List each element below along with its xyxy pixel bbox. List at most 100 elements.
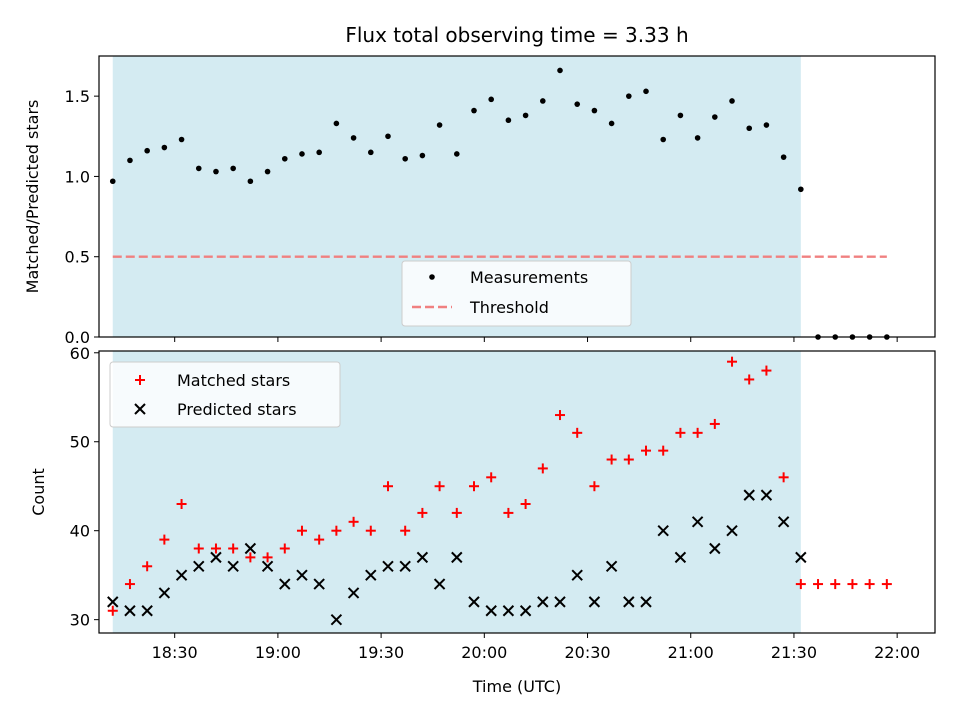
- chart-title: Flux total observing time = 3.33 h: [345, 23, 688, 47]
- legend-label-threshold: Threshold: [469, 298, 549, 317]
- measurement-point: [350, 135, 357, 141]
- y-tick-label: 30: [70, 611, 90, 630]
- legend-label-predicted: Predicted stars: [177, 400, 297, 419]
- legend-predicted-marker: [134, 403, 146, 415]
- predicted-star-point: [158, 587, 171, 599]
- predicted-star-point: [640, 596, 652, 608]
- measurement-point: [453, 151, 460, 157]
- matched-star-point: [589, 481, 600, 492]
- matched-star-point: [124, 579, 135, 590]
- predicted-star-point: [261, 560, 274, 572]
- top-panel: 0.0 0.5 1.0 1.5 Matched/Predicted stars Mea…: [23, 55, 936, 347]
- measurement-point: [109, 178, 116, 185]
- predicted-star-point: [365, 569, 377, 581]
- measurement-point: [746, 125, 753, 132]
- measurement-point: [144, 147, 150, 154]
- bottom-y-axis-label: Count: [29, 468, 48, 516]
- measurement-point: [522, 112, 529, 119]
- predicted-star-point: [124, 605, 136, 617]
- legend-box: [401, 260, 632, 327]
- predicted-star-point: [175, 569, 188, 581]
- y-tick-label: 1.5: [65, 87, 90, 106]
- bottom-y-ticks: 30 40 50 60: [70, 344, 99, 630]
- y-tick-label: 0.5: [65, 248, 90, 267]
- measurement-point: [385, 133, 391, 140]
- measurement-point: [419, 152, 426, 159]
- matched-star-point: [761, 365, 772, 376]
- x-tick-label: 19:30: [358, 643, 404, 662]
- measurement-point: [643, 88, 649, 95]
- matched-star-point: [400, 525, 411, 536]
- measurement-point: [591, 107, 598, 114]
- x-tick-label: 20:00: [461, 643, 507, 662]
- x-tick-label: 22:00: [874, 643, 920, 662]
- measurement-point: [694, 135, 701, 141]
- matched-star-point: [503, 507, 514, 518]
- predicted-star-point: [296, 569, 308, 581]
- y-tick-label: 50: [70, 433, 90, 452]
- matched-star-point: [434, 481, 445, 492]
- predicted-star-point: [502, 605, 515, 617]
- predicted-star-point: [743, 489, 755, 501]
- matched-star-point: [830, 579, 841, 590]
- predicted-star-point: [382, 560, 394, 572]
- top-marks: [109, 67, 890, 340]
- matched-star-point: [193, 543, 204, 554]
- measurement-point: [540, 98, 546, 104]
- measurement-point: [247, 178, 254, 185]
- legend-measurement-marker: [429, 274, 435, 280]
- predicted-star-point: [726, 524, 738, 537]
- matched-star-point: [727, 356, 738, 367]
- bottom-legend: Matched stars Predicted stars: [109, 361, 341, 428]
- predicted-star-point: [313, 578, 325, 590]
- predicted-star-point: [605, 560, 618, 572]
- matched-star-point: [279, 543, 290, 554]
- predicted-star-point: [416, 551, 429, 564]
- predicted-star-point: [107, 596, 119, 608]
- predicted-star-point: [674, 551, 687, 564]
- measurement-point: [316, 149, 322, 156]
- matched-star-point: [623, 454, 634, 465]
- matched-star-point: [813, 579, 824, 590]
- y-tick-label: 0.0: [65, 328, 90, 347]
- predicted-star-point: [691, 516, 704, 528]
- measurement-point: [712, 114, 718, 120]
- x-axis-label: Time (UTC): [472, 677, 561, 696]
- measurement-point: [798, 186, 804, 193]
- measurement-point: [299, 151, 305, 157]
- bottom-x-ticks: 18:30 19:00 19:30 20:00 20:30 21:00 21:30 22:00: [152, 633, 920, 662]
- legend-label-measurements: Measurements: [470, 268, 588, 287]
- matched-star-point: [744, 374, 755, 385]
- matched-star-point: [641, 445, 652, 456]
- measurement-point: [402, 155, 408, 162]
- predicted-star-point: [777, 516, 790, 528]
- matched-star-point: [675, 427, 686, 438]
- predicted-star-point: [451, 551, 463, 564]
- matched-star-point: [228, 543, 239, 554]
- predicted-star-point: [210, 551, 222, 564]
- matched-star-point: [537, 463, 548, 474]
- top-x-ticks: [174, 337, 898, 342]
- measurement-point: [729, 98, 735, 104]
- measurement-point: [763, 122, 770, 128]
- top-y-ticks: 0.0 0.5 1.0 1.5: [65, 87, 99, 347]
- legend-label-matched: Matched stars: [177, 371, 290, 390]
- predicted-star-point: [433, 578, 446, 590]
- matched-star-point: [451, 507, 462, 518]
- measurement-point: [488, 96, 494, 103]
- x-tick-label: 21:30: [771, 643, 817, 662]
- measurement-point: [333, 120, 340, 127]
- measurement-point: [264, 168, 271, 175]
- measurement-point: [230, 165, 236, 172]
- matched-star-point: [606, 454, 617, 465]
- matched-star-point: [314, 534, 325, 545]
- matched-star-point: [348, 516, 359, 527]
- matched-star-point: [847, 579, 858, 590]
- measurement-point: [608, 120, 615, 127]
- matched-star-point: [520, 499, 531, 510]
- matched-star-point: [864, 579, 875, 590]
- predicted-star-point: [227, 560, 239, 572]
- x-tick-label: 20:30: [564, 643, 610, 662]
- matched-star-point: [159, 534, 170, 545]
